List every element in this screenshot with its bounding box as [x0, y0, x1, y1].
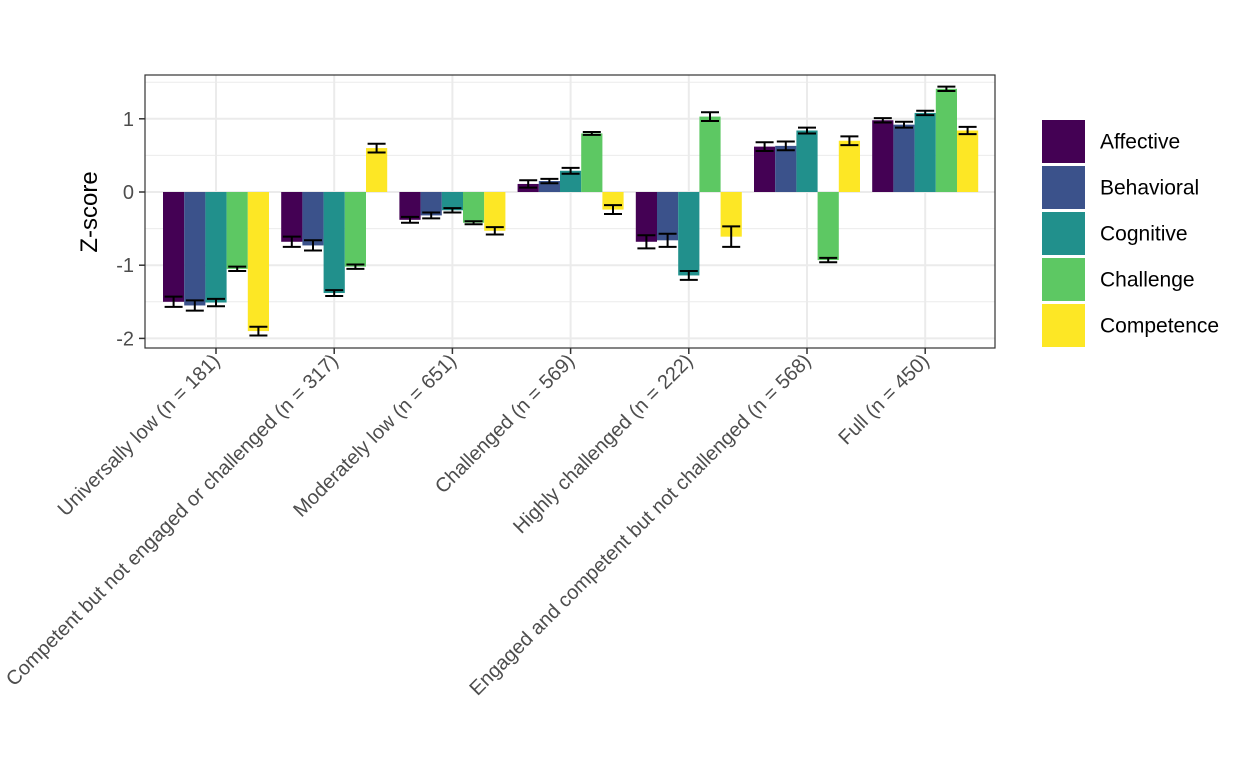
bar-cognitive [323, 192, 345, 294]
bar-competence [838, 140, 860, 192]
error-bar [755, 141, 774, 153]
legend-item-affective: Affective [1042, 120, 1180, 163]
error-bar [561, 166, 580, 175]
y-tick-label: 0 [123, 182, 134, 204]
error-bar [519, 179, 538, 189]
error-bar [401, 215, 419, 224]
bar-behavioral [420, 192, 442, 216]
error-bar [304, 239, 322, 252]
bar-challenge [699, 116, 721, 192]
bar-affective [399, 192, 421, 220]
error-bar [701, 111, 719, 122]
bar-challenge [817, 192, 839, 261]
error-bar [422, 211, 441, 220]
error-bar [464, 220, 483, 226]
legend-key-competence [1042, 304, 1085, 347]
bar-cognitive [678, 192, 700, 276]
legend-label: Affective [1100, 131, 1180, 154]
error-bar [485, 226, 504, 236]
error-bar [776, 140, 795, 152]
bar-challenge [935, 88, 957, 192]
error-bar [207, 297, 225, 308]
bar-behavioral [775, 145, 797, 192]
error-bar [679, 270, 698, 281]
legend-label: Behavioral [1100, 177, 1199, 200]
legend-item-behavioral: Behavioral [1042, 166, 1199, 209]
legend-key-cognitive [1042, 212, 1085, 255]
error-bar [443, 207, 462, 214]
bar-behavioral [893, 124, 915, 192]
error-bar [916, 109, 935, 117]
bar-competence [247, 192, 269, 332]
error-bar [658, 232, 677, 248]
bar-behavioral [302, 192, 324, 246]
bar-competence [957, 130, 979, 192]
error-bar [722, 225, 741, 248]
legend-key-behavioral [1042, 166, 1085, 209]
error-bar [895, 120, 913, 129]
legend-item-competence: Competence [1042, 304, 1219, 347]
bar-competence [366, 148, 388, 192]
legend-key-affective [1042, 120, 1085, 163]
error-bar [873, 117, 892, 124]
error-bar [325, 289, 344, 297]
error-bar [228, 265, 247, 273]
error-bar [637, 234, 656, 250]
bar-challenge [463, 192, 485, 223]
legend-item-challenge: Challenge [1042, 258, 1195, 301]
error-bar [185, 299, 204, 312]
bar-affective [281, 192, 303, 242]
bar-challenge [226, 192, 248, 269]
x-tick-label: Full (n = 450) [834, 350, 933, 449]
error-bar [164, 295, 183, 308]
bar-affective [163, 192, 185, 302]
bar-behavioral [657, 192, 679, 241]
error-bar [582, 130, 601, 136]
y-axis-title: Z-score [76, 171, 103, 252]
error-bars [164, 85, 977, 337]
y-tick-label: -2 [116, 328, 134, 350]
legend: Affective Behavioral Cognitive Challenge Com… [1042, 120, 1219, 347]
bar-cognitive [205, 192, 227, 303]
bar-competence [484, 192, 506, 231]
error-bar [840, 135, 859, 147]
legend-item-cognitive: Cognitive [1042, 212, 1188, 255]
bar-cognitive [441, 192, 463, 211]
bar-cognitive [560, 170, 582, 192]
bar-behavioral [184, 192, 206, 306]
legend-label: Competence [1100, 315, 1219, 338]
y-tick-label: 1 [123, 109, 134, 131]
bar-affective [635, 192, 657, 242]
error-bar [540, 177, 559, 185]
legend-label: Challenge [1100, 269, 1195, 292]
x-axis: Universally low (n = 181)Competent but n… [2, 348, 934, 700]
error-bar [819, 256, 838, 264]
bar-challenge [344, 192, 366, 267]
error-bar [346, 263, 365, 270]
bar-behavioral [538, 181, 560, 192]
error-bar [367, 142, 386, 154]
bar-marks [163, 88, 979, 332]
bar-affective [872, 120, 894, 192]
error-bar [958, 125, 977, 136]
bar-cognitive [796, 130, 818, 192]
legend-key-challenge [1042, 258, 1085, 301]
error-bar [249, 325, 268, 337]
error-bar [798, 126, 816, 135]
bar-cognitive [914, 112, 936, 192]
error-bar [937, 85, 956, 92]
y-axis: -2 -1 0 1 [116, 109, 145, 350]
bar-challenge [581, 133, 603, 192]
legend-label: Cognitive [1100, 223, 1188, 246]
error-bar [604, 204, 622, 215]
bar-affective [754, 146, 776, 192]
error-bar [282, 235, 301, 248]
y-tick-label: -1 [116, 255, 134, 277]
